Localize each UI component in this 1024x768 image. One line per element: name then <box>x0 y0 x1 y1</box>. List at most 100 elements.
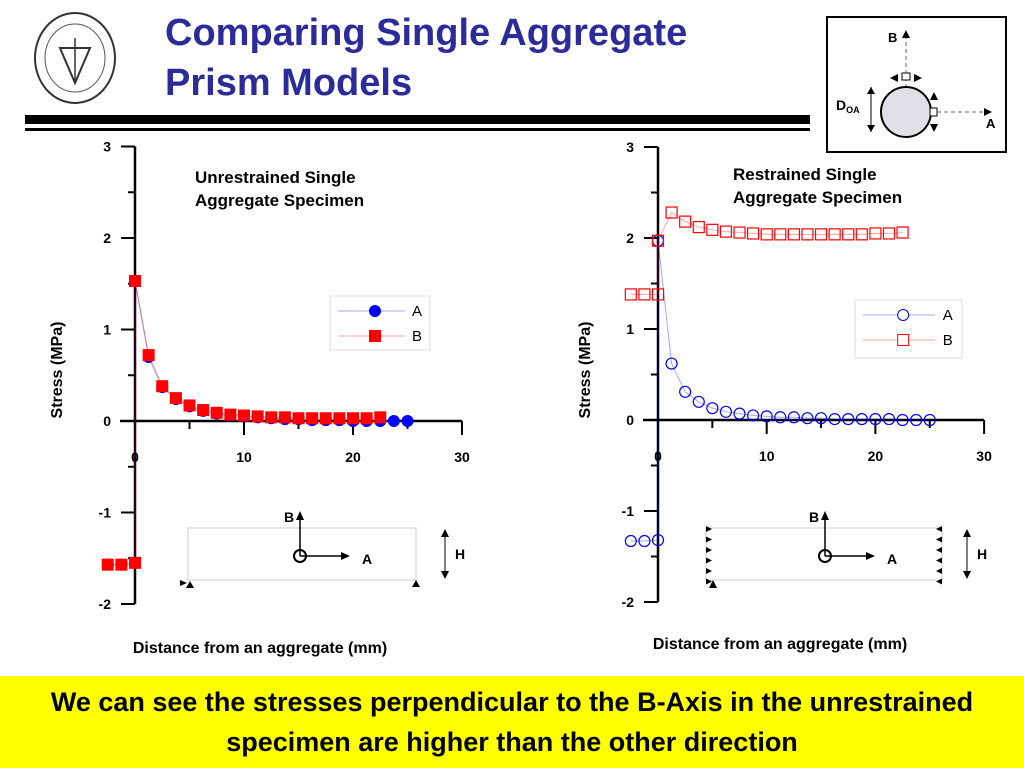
y-tick-label: 0 <box>626 412 634 428</box>
restraint-icon <box>936 526 942 532</box>
data-point-b <box>651 234 665 247</box>
data-point-a <box>760 410 773 423</box>
data-point-b <box>292 412 305 425</box>
y-tick-label: 3 <box>626 139 634 155</box>
legend-marker-a <box>369 305 381 317</box>
restraint-icon <box>706 568 712 574</box>
a-arrowhead-icon <box>341 552 350 560</box>
y-axis-label: Stress (MPa) <box>577 322 594 419</box>
x-tick-label: 20 <box>868 448 884 464</box>
data-point-b <box>706 223 719 236</box>
data-point-b <box>733 226 746 239</box>
legend-label-a: A <box>943 307 953 324</box>
chart-title: Aggregate Specimen <box>733 188 902 207</box>
data-point-b <box>624 288 637 301</box>
restraint-icon <box>706 526 712 532</box>
x-tick-label: 30 <box>976 448 992 464</box>
inset-a-label: A <box>986 116 996 131</box>
title-divider-thin <box>25 128 810 131</box>
data-point-b <box>665 206 678 219</box>
specimen-outline <box>705 527 943 581</box>
legend-marker-a <box>897 309 910 321</box>
data-point-b <box>855 228 868 241</box>
data-point-b <box>265 411 278 424</box>
y-tick-label: 1 <box>103 322 111 338</box>
data-point-a <box>910 413 923 427</box>
chart-title: Restrained Single <box>733 165 877 184</box>
series-a-line <box>630 240 930 542</box>
data-point-a <box>706 402 719 415</box>
data-point-a <box>801 412 814 425</box>
data-point-b <box>842 228 855 241</box>
svg-text:DOA: DOA <box>836 97 860 115</box>
b-arrowhead-icon <box>296 511 304 520</box>
data-point-a <box>842 412 855 426</box>
data-point-b <box>828 228 841 241</box>
data-point-b <box>238 409 250 422</box>
data-point-b <box>115 558 128 571</box>
x-tick-label: 0 <box>131 449 139 465</box>
data-point-a <box>774 411 787 424</box>
data-point-b <box>306 412 319 425</box>
series-b-line <box>630 211 903 295</box>
x-tick-label: 10 <box>236 449 252 465</box>
y-tick-label: -2 <box>99 596 112 612</box>
restraint-icon <box>936 578 942 585</box>
data-point-a <box>896 413 909 427</box>
b-arrowhead-icon <box>821 511 829 520</box>
data-point-b <box>333 412 346 425</box>
x-tick-label: 20 <box>345 449 361 465</box>
data-point-a <box>401 415 414 427</box>
chart-title: Unrestrained Single <box>195 168 356 187</box>
support-icon <box>180 580 420 588</box>
restraint-icon <box>936 547 942 553</box>
data-point-b <box>101 558 114 571</box>
data-point-b <box>197 404 210 417</box>
data-point-b <box>747 227 760 240</box>
data-point-b <box>169 392 182 405</box>
x-tick-label: 30 <box>454 449 470 465</box>
restraint-icon <box>706 557 712 564</box>
restraint-icon <box>706 547 712 553</box>
y-tick-label: -2 <box>622 594 635 610</box>
restraint-icon <box>706 578 712 585</box>
data-point-a <box>828 412 841 426</box>
data-point-b <box>224 408 237 421</box>
legend: AB <box>854 299 963 359</box>
data-point-b <box>882 227 896 240</box>
diagram-h-label: H <box>455 546 465 562</box>
data-point-b <box>156 380 169 393</box>
legend-label-b: B <box>943 332 953 349</box>
data-point-a <box>692 395 705 408</box>
diagram-b-label: B <box>284 509 294 525</box>
restraint-icon <box>936 568 942 574</box>
y-tick-label: -1 <box>99 505 112 521</box>
university-logo <box>34 12 116 104</box>
diagram-b-label: B <box>809 509 819 525</box>
data-point-a <box>651 534 665 547</box>
data-point-b <box>278 411 291 424</box>
x-axis-label: Distance from an aggregate (mm) <box>133 640 387 657</box>
data-point-a <box>624 534 637 548</box>
data-point-b <box>869 227 882 240</box>
data-point-a <box>665 357 678 370</box>
data-point-a <box>638 534 651 548</box>
data-point-b <box>896 226 909 239</box>
diagram-a-label: A <box>362 551 372 567</box>
data-point-a <box>814 412 828 425</box>
y-tick-label: -1 <box>622 503 635 519</box>
data-point-b <box>360 412 373 425</box>
data-point-b <box>319 412 332 425</box>
data-point-b <box>801 228 814 241</box>
title-divider <box>25 115 810 124</box>
data-point-a <box>719 405 733 418</box>
restraint-icon <box>936 536 942 543</box>
legend-label-b: B <box>412 328 422 345</box>
x-tick-label: 0 <box>654 448 662 464</box>
data-point-b <box>129 275 141 288</box>
aggregate-inset-diagram: B A DOA <box>826 16 1007 153</box>
y-axis-label: Stress (MPa) <box>49 322 66 419</box>
data-point-a <box>787 411 800 424</box>
data-point-b <box>129 556 141 569</box>
